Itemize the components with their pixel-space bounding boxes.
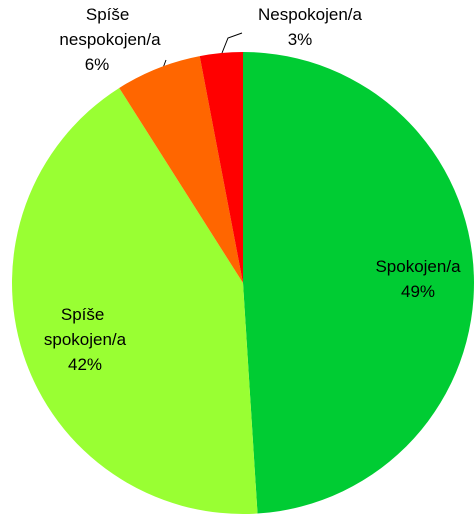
label-line: Spíše <box>61 305 109 324</box>
pie-slice <box>199 52 243 283</box>
slice-label: Spíše nespokojen/a <box>59 5 161 49</box>
value-label: 42% <box>68 355 102 374</box>
label-line: spokojen/a <box>44 330 127 349</box>
pie-slice <box>243 52 474 514</box>
value-label: 49% <box>401 282 435 301</box>
label-line: Nespokojen/a <box>258 5 363 24</box>
value-label: 6% <box>85 55 110 74</box>
label-line: Spokojen/a <box>375 257 461 276</box>
slice-label: Nespokojen/a <box>258 5 363 24</box>
slice-label: Spíše spokojen/a <box>44 305 127 349</box>
label-line: Spíše <box>86 5 134 24</box>
leader-line <box>221 32 243 54</box>
label-line: nespokojen/a <box>59 30 161 49</box>
slice-label: Spokojen/a <box>375 257 461 276</box>
pie-slice <box>119 56 243 283</box>
value-label: 3% <box>288 30 313 49</box>
pie-slice <box>11 87 258 514</box>
